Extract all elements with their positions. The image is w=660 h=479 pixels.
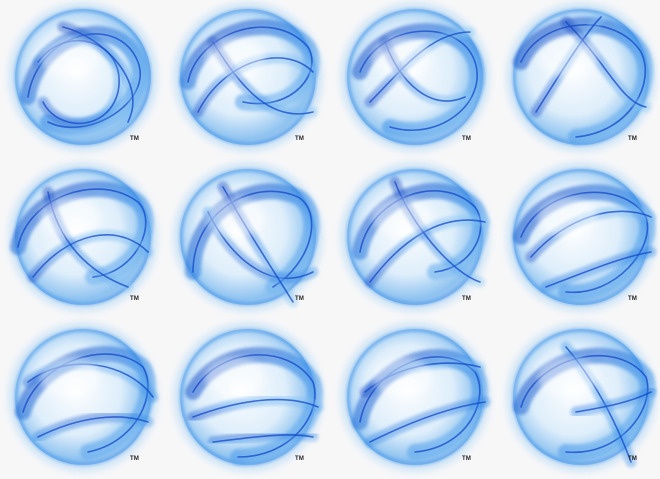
swirl-globe-icon (340, 322, 491, 472)
logo-variant: TM (169, 0, 334, 159)
swirl-globe-icon (173, 162, 323, 312)
trademark-mark: TM (295, 456, 305, 462)
trademark-mark: TM (130, 456, 140, 462)
swirl-globe-icon (340, 162, 491, 312)
trademark-mark: TM (628, 456, 638, 462)
swirl-globe-icon (8, 322, 159, 472)
swirl-globe-icon (173, 322, 324, 472)
logo-variant: TM (4, 320, 169, 479)
logo-variant: TM (336, 160, 501, 319)
logo-variant: TM (4, 0, 169, 159)
swirl-globe-icon (506, 322, 657, 472)
logo-variant: TM (336, 0, 501, 159)
logo-variant: TM (336, 320, 501, 479)
swirl-globe-icon (8, 162, 158, 312)
trademark-mark: TM (130, 136, 140, 142)
trademark-mark: TM (130, 296, 140, 302)
swirl-globe-icon (506, 162, 657, 312)
trademark-mark: TM (295, 136, 305, 142)
trademark-mark: TM (462, 136, 472, 142)
logo-variant: TM (4, 160, 169, 319)
logo-variant: TM (502, 0, 660, 159)
swirl-globe-icon (340, 2, 490, 152)
logo-variant: TM (169, 160, 334, 319)
trademark-mark: TM (295, 296, 305, 302)
swirl-globe-icon (8, 2, 158, 152)
trademark-mark: TM (462, 296, 472, 302)
logo-variant: TM (502, 160, 660, 319)
logo-variant: TM (169, 320, 334, 479)
swirl-globe-icon (506, 2, 656, 152)
logo-variant: TM (502, 320, 660, 479)
trademark-mark: TM (628, 296, 638, 302)
trademark-mark: TM (462, 456, 472, 462)
trademark-mark: TM (628, 136, 638, 142)
swirl-globe-icon (173, 2, 323, 152)
